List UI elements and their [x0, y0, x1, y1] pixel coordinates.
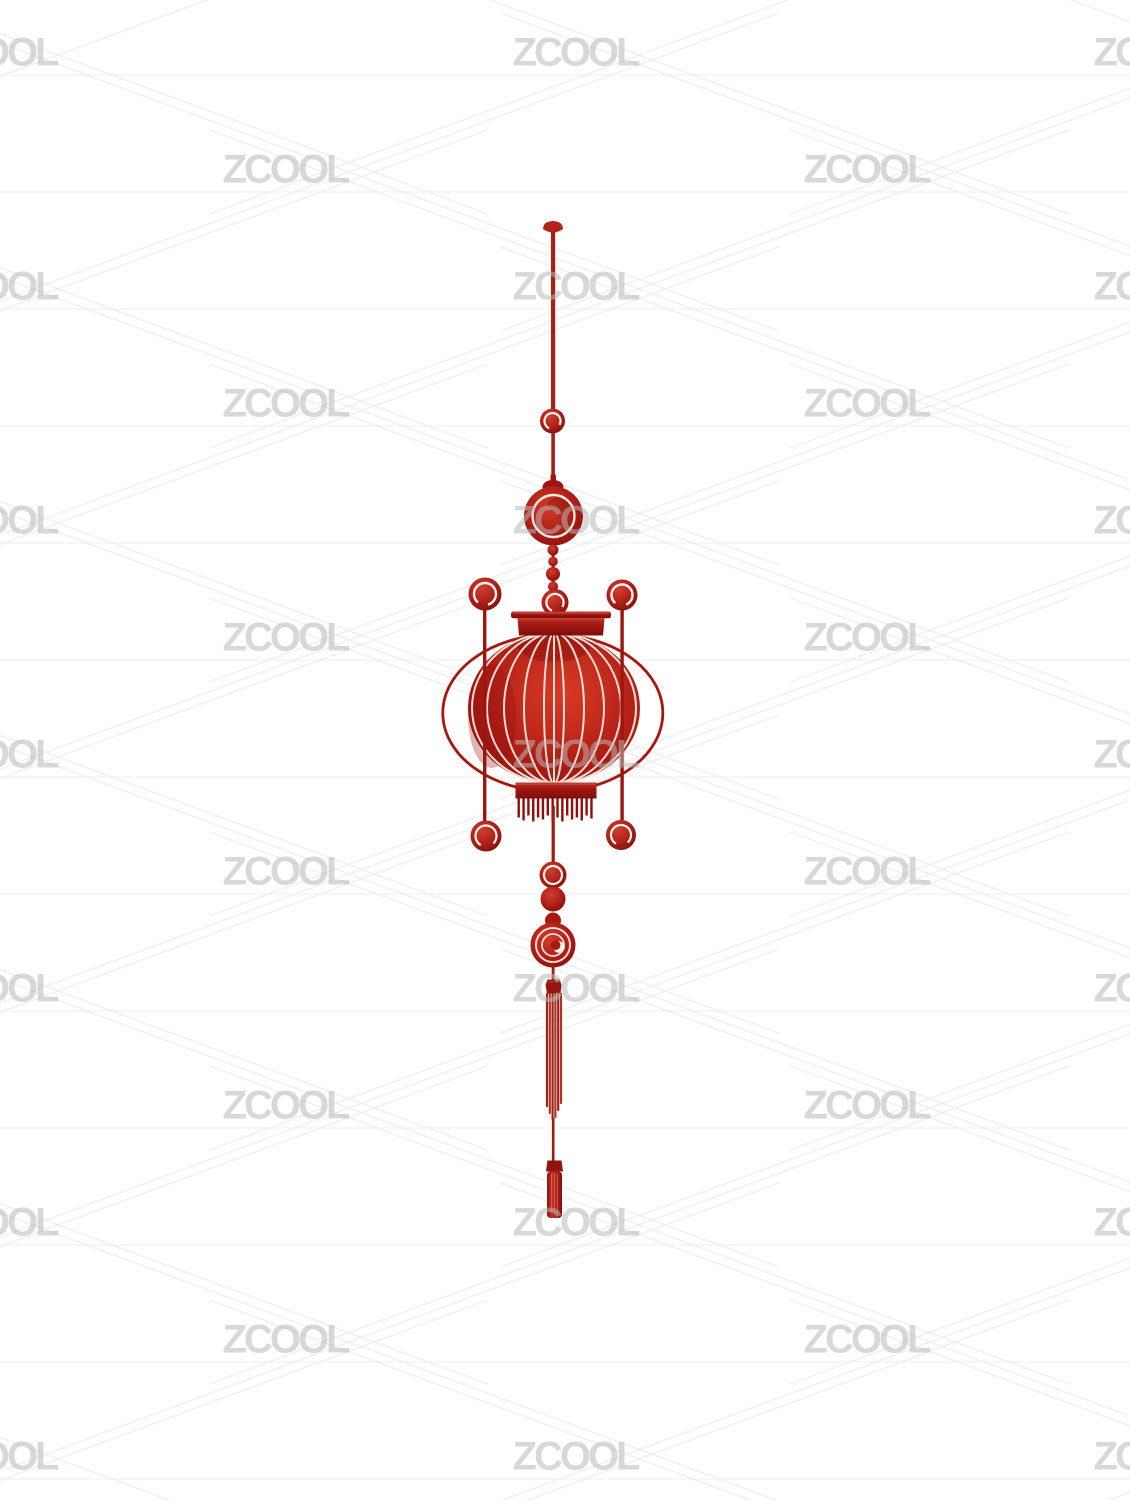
lantern-top-cap: [511, 611, 611, 636]
side-rods: [483, 606, 624, 822]
top-knob: [543, 221, 563, 233]
bottom-side-bead-left: [470, 820, 502, 852]
tassel-string-top: [551, 966, 555, 980]
hanging-string: [551, 231, 556, 413]
lantern-bottom-cap: [515, 782, 597, 799]
string-segment: [551, 433, 555, 480]
tassel-strands: [545, 992, 563, 1121]
upper-bead: [540, 408, 565, 434]
spiral-ball-ornament: [530, 922, 576, 968]
top-side-bead-right: [606, 579, 638, 611]
collar-bead: [541, 589, 569, 616]
lower-string: [551, 806, 555, 864]
tassel-knot: [545, 979, 562, 994]
bottom-side-bead-right: [606, 820, 636, 850]
top-side-bead-left: [468, 577, 502, 611]
lower-bead-chain: [539, 861, 567, 929]
bead-chain: [546, 544, 560, 592]
round-ball-ornament: [524, 474, 583, 546]
lantern-fringe: [517, 798, 593, 822]
tassel-bottom: [546, 1160, 563, 1218]
tassel-cord: [551, 1118, 555, 1163]
